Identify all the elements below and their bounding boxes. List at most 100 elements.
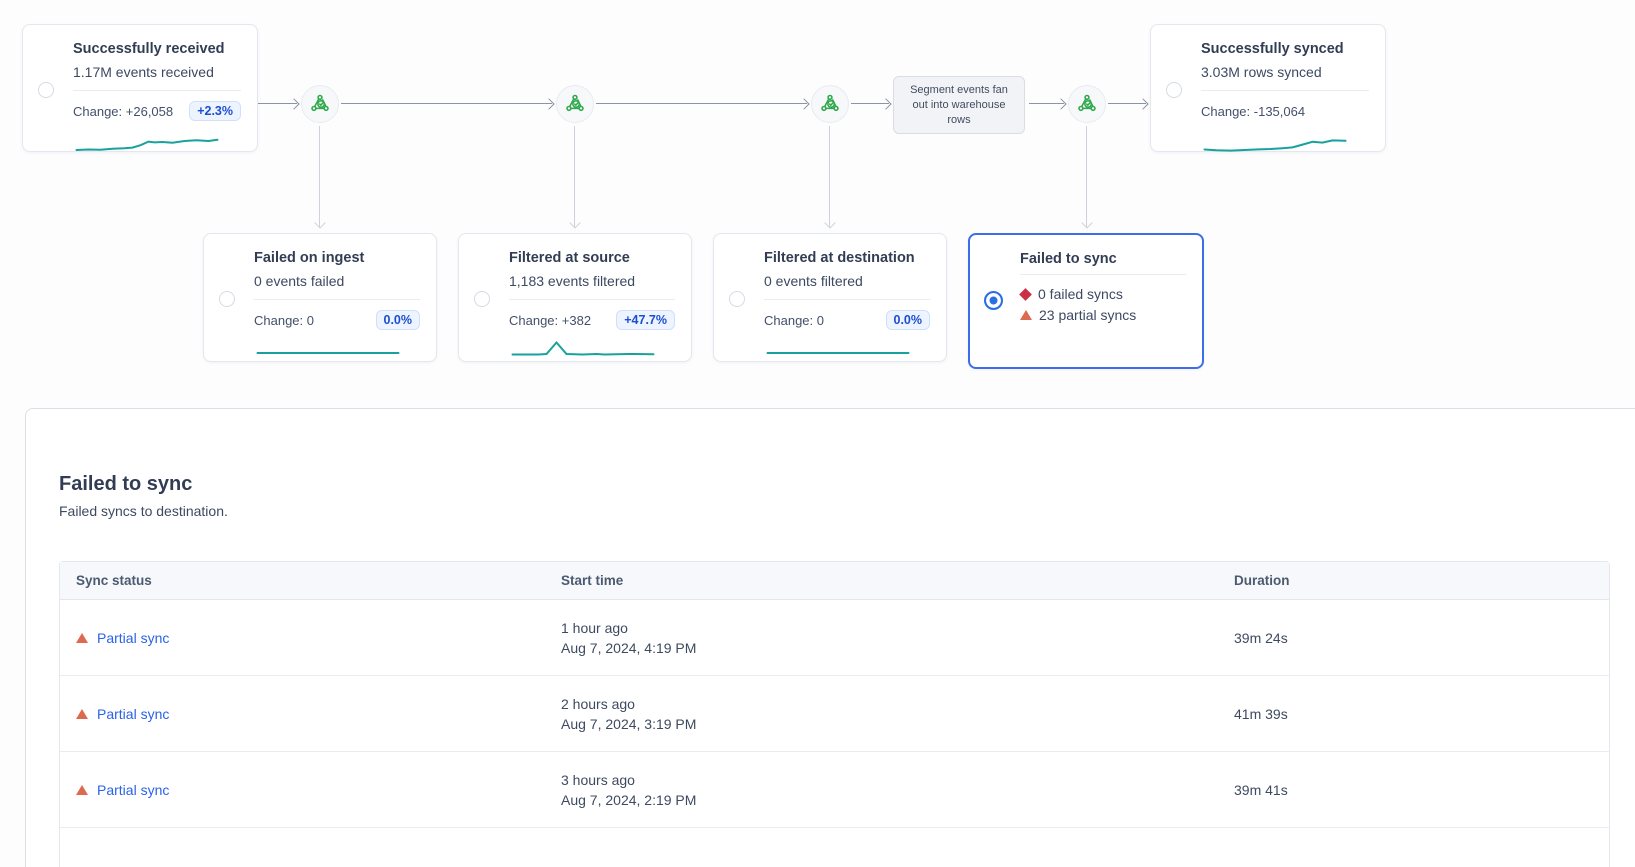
radio-filtered-at-destination[interactable] xyxy=(729,291,745,307)
flow-arrow xyxy=(341,97,555,110)
pipeline-node-icon xyxy=(811,85,849,123)
card-title: Successfully received xyxy=(73,41,225,57)
segment-process-icon xyxy=(311,94,329,112)
change-label: Change: -135,064 xyxy=(1201,103,1306,119)
failed-diamond-icon xyxy=(1019,287,1032,301)
arrowhead-down-icon xyxy=(313,217,326,229)
change-label: Change: +382 xyxy=(509,312,592,328)
radio-failed-to-sync[interactable] xyxy=(984,291,1003,310)
table-row-partial xyxy=(60,828,1609,867)
pipeline-node-icon xyxy=(301,85,339,123)
radio-successfully-synced[interactable] xyxy=(1166,82,1182,98)
duration-value: 39m 41s xyxy=(1234,781,1288,798)
arrowhead-down-icon xyxy=(1080,217,1093,229)
segment-process-icon xyxy=(566,94,584,112)
section-subtitle: Failed syncs to destination. xyxy=(59,503,228,519)
column-header-start-time: Start time xyxy=(561,573,624,588)
pipeline-node-icon xyxy=(556,85,594,123)
card-title: Filtered at source xyxy=(509,250,630,266)
arrowhead-right-icon xyxy=(543,97,555,110)
change-percent-badge: 0.0% xyxy=(375,310,420,330)
stage-card-successfully-received[interactable]: Successfully received 1.17M events recei… xyxy=(22,24,258,152)
table-row[interactable]: Partial sync 3 hours ago Aug 7, 2024, 2:… xyxy=(60,752,1609,828)
arrowhead-right-icon xyxy=(880,97,892,110)
radio-failed-on-ingest[interactable] xyxy=(219,291,235,307)
failed-syncs-count: 0 failed syncs xyxy=(1038,286,1123,302)
failed-to-sync-panel: Failed to sync Failed syncs to destinati… xyxy=(25,408,1635,867)
stage-card-filtered-at-destination[interactable]: Filtered at destination 0 events filtere… xyxy=(713,233,947,362)
card-value: 0 events failed xyxy=(254,273,345,289)
sparkline-chart xyxy=(1203,139,1347,152)
table-header-row: Sync status Start time Duration xyxy=(60,562,1609,600)
segment-process-icon xyxy=(821,94,839,112)
card-title: Failed to sync xyxy=(1020,251,1117,267)
flow-arrow xyxy=(596,97,810,110)
change-percent-badge: +47.7% xyxy=(616,310,675,330)
partial-syncs-count: 23 partial syncs xyxy=(1039,307,1137,323)
fan-out-note: Segment events fan out into warehouse ro… xyxy=(893,76,1025,134)
stage-card-failed-on-ingest[interactable]: Failed on ingest 0 events failed Change:… xyxy=(203,233,437,362)
stage-card-failed-to-sync[interactable]: Failed to sync 0 failed syncs 23 partial… xyxy=(968,233,1204,369)
divider xyxy=(1020,274,1186,275)
stage-card-filtered-at-source[interactable]: Filtered at source 1,183 events filtered… xyxy=(458,233,692,362)
card-title: Successfully synced xyxy=(1201,41,1344,57)
change-percent-badge: +2.3% xyxy=(189,101,241,121)
arrowhead-right-icon xyxy=(798,97,810,110)
datetime: Aug 7, 2024, 2:19 PM xyxy=(561,791,697,808)
flow-arrow xyxy=(1108,97,1149,110)
arrowhead-right-icon xyxy=(1137,97,1149,110)
divider xyxy=(254,299,420,300)
card-title: Filtered at destination xyxy=(764,250,915,266)
radio-successfully-received[interactable] xyxy=(38,82,54,98)
flow-arrow xyxy=(851,97,892,110)
table-row[interactable]: Partial sync 1 hour ago Aug 7, 2024, 4:1… xyxy=(60,600,1609,676)
flow-arrow-down xyxy=(568,126,581,229)
stage-card-successfully-synced[interactable]: Successfully synced 3.03M rows synced Ch… xyxy=(1150,24,1386,152)
relative-time: 2 hours ago xyxy=(561,695,635,712)
card-value: 3.03M rows synced xyxy=(1201,64,1322,80)
column-header-sync-status: Sync status xyxy=(76,573,152,588)
sync-status-link[interactable]: Partial sync xyxy=(97,705,170,722)
card-value: 1,183 events filtered xyxy=(509,273,636,289)
table-row[interactable]: Partial sync 2 hours ago Aug 7, 2024, 3:… xyxy=(60,676,1609,752)
sparkline-chart xyxy=(256,352,400,354)
pipeline-node-icon xyxy=(1068,85,1106,123)
warning-triangle-icon xyxy=(76,708,88,719)
change-label: Change: 0 xyxy=(254,312,314,328)
flow-arrow-down xyxy=(1080,126,1093,229)
flow-arrow-down xyxy=(823,126,836,229)
card-value: 1.17M events received xyxy=(73,64,214,80)
divider xyxy=(1201,90,1369,91)
sync-status-link[interactable]: Partial sync xyxy=(97,781,170,798)
relative-time: 1 hour ago xyxy=(561,619,628,636)
datetime: Aug 7, 2024, 3:19 PM xyxy=(561,715,697,732)
arrowhead-right-icon xyxy=(288,97,300,110)
sparkline-chart xyxy=(75,138,219,151)
card-title: Failed on ingest xyxy=(254,250,365,266)
duration-value: 41m 39s xyxy=(1234,705,1288,722)
syncs-table: Sync status Start time Duration Partial … xyxy=(59,561,1610,867)
change-label: Change: +26,058 xyxy=(73,103,174,119)
sparkline-chart xyxy=(511,340,655,356)
section-title: Failed to sync xyxy=(59,473,193,495)
segment-process-icon xyxy=(1078,94,1096,112)
sparkline-chart xyxy=(766,352,910,354)
datetime: Aug 7, 2024, 4:19 PM xyxy=(561,639,697,656)
divider xyxy=(73,90,241,91)
column-header-duration: Duration xyxy=(1234,573,1290,588)
flow-arrow xyxy=(258,97,300,110)
flow-arrow xyxy=(1029,97,1067,110)
radio-filtered-at-source[interactable] xyxy=(474,291,490,307)
sync-status-link[interactable]: Partial sync xyxy=(97,629,170,646)
relative-time: 3 hours ago xyxy=(561,771,635,788)
change-label: Change: 0 xyxy=(764,312,824,328)
arrowhead-right-icon xyxy=(1055,97,1067,110)
flow-arrow-down xyxy=(313,126,326,229)
arrowhead-down-icon xyxy=(568,217,581,229)
warning-triangle-icon xyxy=(76,632,88,643)
arrowhead-down-icon xyxy=(823,217,836,229)
partial-triangle-icon xyxy=(1020,310,1032,320)
warning-triangle-icon xyxy=(76,784,88,795)
change-percent-badge: 0.0% xyxy=(885,310,930,330)
